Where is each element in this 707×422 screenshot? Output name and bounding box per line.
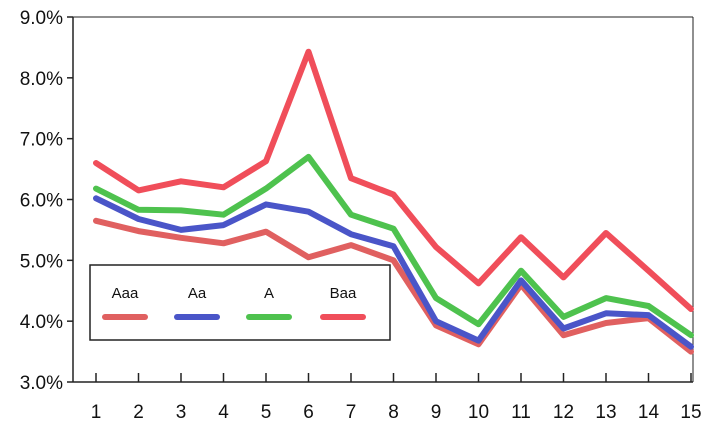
x-tick-label: 7 xyxy=(346,402,357,422)
x-tick-label: 15 xyxy=(680,402,701,422)
x-axis-ticks: 1 2 3 4 5 6 7 8 9 10 11 12 13 14 15 xyxy=(91,373,702,422)
x-tick-label: 6 xyxy=(303,402,314,422)
x-tick-label: 14 xyxy=(638,402,660,422)
x-tick-label: 13 xyxy=(595,402,616,422)
legend-label: A xyxy=(264,285,274,302)
y-axis-ticks: 3.0% 4.0% 5.0% 6.0% 7.0% 8.0% 9.0% xyxy=(20,8,73,394)
legend-label: Baa xyxy=(330,285,357,302)
x-tick-label: 1 xyxy=(91,402,102,422)
y-tick-label: 4.0% xyxy=(20,312,63,333)
x-tick-label: 9 xyxy=(431,402,442,422)
y-tick-label: 8.0% xyxy=(20,69,63,90)
series-layer xyxy=(93,48,694,355)
y-tick-label: 7.0% xyxy=(20,130,63,151)
y-tick-label: 3.0% xyxy=(20,373,63,394)
x-tick-label: 12 xyxy=(553,402,574,422)
x-tick-label: 11 xyxy=(511,402,531,422)
legend-box xyxy=(89,264,391,341)
legend-label: Aaa xyxy=(112,285,139,302)
x-tick-label: 3 xyxy=(176,402,187,422)
x-tick-label: 2 xyxy=(133,402,144,422)
y-tick-label: 6.0% xyxy=(20,191,63,212)
x-tick-label: 10 xyxy=(468,402,489,422)
y-tick-label: 5.0% xyxy=(20,251,63,272)
legend-label: Aa xyxy=(188,285,207,302)
legend: Aaa Aa A Baa xyxy=(89,264,391,341)
x-tick-label: 5 xyxy=(261,402,272,422)
x-tick-label: 8 xyxy=(388,402,399,422)
y-tick-label: 9.0% xyxy=(20,8,63,29)
x-tick-label: 4 xyxy=(218,402,229,422)
